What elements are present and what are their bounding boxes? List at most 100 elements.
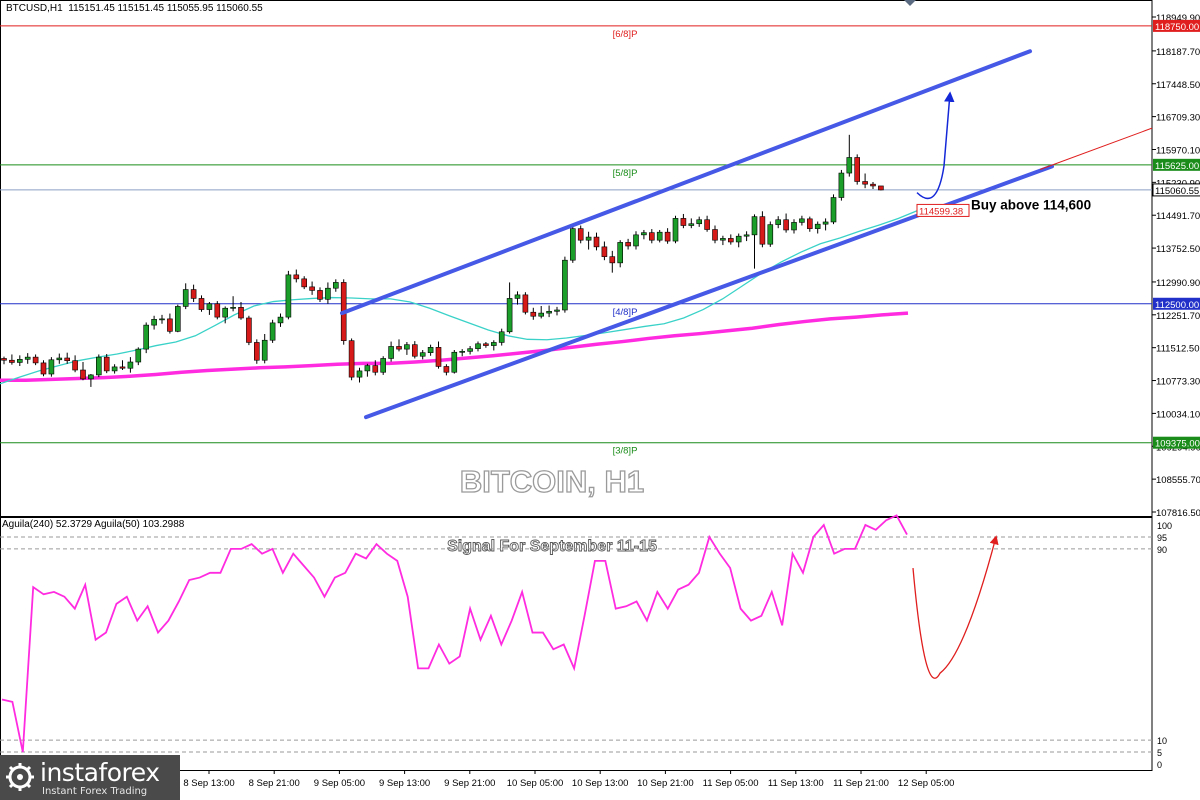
chart-header: BTCUSD,H1 115151.45 115151.45 115055.95 … — [6, 3, 263, 14]
candle-bull — [498, 331, 505, 343]
candle-bull — [356, 370, 363, 378]
candle-bull — [404, 344, 410, 350]
candle-bull — [459, 351, 466, 353]
murrey-level-label: 112500.00 — [1155, 300, 1199, 311]
murrey-level-tag — [1153, 19, 1200, 32]
symbol-label: BTCUSD,H1 — [6, 3, 63, 14]
candle-bear — [214, 303, 221, 318]
candle-bear — [712, 229, 718, 241]
candle-bear — [854, 157, 861, 182]
candle-bull — [775, 219, 782, 225]
logo-gear-icon — [6, 763, 34, 791]
murrey-level-tag — [1153, 297, 1200, 310]
candle-bull — [143, 324, 149, 350]
candle-bull — [206, 303, 213, 310]
candle-bull — [277, 316, 284, 324]
instaforex-logo: instaforex Instant Forex Trading — [0, 755, 180, 800]
candle-bull — [656, 231, 663, 241]
candle-bull — [720, 238, 726, 241]
time-tick-label: 10 Sep 05:00 — [507, 778, 564, 789]
candle-bull — [751, 216, 758, 236]
oscillator-tick-label: 100 — [1157, 521, 1172, 531]
candle-bull — [419, 352, 426, 357]
time-tick-label: 8 Sep 13:00 — [183, 778, 234, 789]
candle-bear — [625, 242, 631, 247]
channel-upper-line — [340, 49, 1032, 316]
candle-bull — [24, 356, 31, 360]
candle-bear — [680, 218, 687, 226]
candle-bull — [135, 348, 142, 363]
candle-bull — [735, 235, 742, 243]
candle-bull — [538, 312, 545, 317]
candle-bear — [317, 290, 323, 300]
candle-bull — [641, 232, 647, 236]
candle-bull — [182, 289, 189, 307]
candle-bull — [490, 342, 497, 346]
logo-tagline: Instant Forex Trading — [42, 786, 148, 797]
murrey-level-tag — [1153, 158, 1200, 171]
candle-bull — [672, 218, 679, 242]
candle-bear — [443, 366, 450, 373]
murrey-level-label: 118750.00 — [1155, 22, 1199, 33]
candle-bear — [664, 231, 671, 242]
price-tick-label: 113752.50 — [1156, 244, 1200, 255]
time-tick-label: 9 Sep 13:00 — [379, 778, 430, 789]
candle-bear — [119, 366, 126, 369]
candle-bear — [522, 294, 529, 313]
candle-bull — [546, 311, 552, 314]
time-tick-label: 9 Sep 05:00 — [314, 778, 365, 789]
candle-bull — [554, 309, 560, 312]
candle-bull — [569, 228, 576, 261]
candle-bull — [830, 197, 837, 223]
candle-bear — [190, 289, 197, 299]
price-pane-frame — [0, 0, 1153, 517]
candle-bear — [254, 342, 260, 361]
candle-bull — [514, 294, 521, 299]
candle-bull — [475, 343, 481, 349]
candle-bear — [870, 183, 876, 187]
candle-bear — [783, 219, 789, 231]
murrey-level-tag — [1153, 436, 1200, 449]
price-tick-label: 116709.30 — [1156, 113, 1200, 124]
murrey-level-name: [3/8]P — [613, 446, 638, 457]
oscillator-tick-label: 5 — [1157, 748, 1162, 758]
ohlc-values: 115151.45 115151.45 115055.95 115060.55 — [68, 3, 263, 14]
candle-bear — [704, 219, 710, 230]
candle-bull — [325, 287, 331, 300]
price-tick-label: 111512.50 — [1156, 344, 1200, 355]
candle-bull — [364, 365, 371, 372]
candle-bear — [80, 369, 86, 380]
candle-bear — [577, 228, 584, 241]
candle-bull — [127, 361, 134, 369]
candle-bear — [648, 232, 655, 241]
time-tick-label: 10 Sep 13:00 — [572, 778, 629, 789]
candle-bull — [96, 356, 102, 376]
candle-bull — [332, 282, 339, 289]
candle-bear — [862, 181, 868, 185]
candle-bull — [791, 222, 797, 231]
candle-bull — [799, 218, 805, 223]
oscillator-tick-label: 90 — [1157, 545, 1167, 555]
candle-bull — [822, 221, 829, 225]
murrey-level-name: [6/8]P — [613, 29, 638, 40]
price-tick-label: 117448.50 — [1156, 80, 1200, 91]
murrey-level-name: [4/8]P — [613, 307, 638, 318]
logo-name: instaforex — [40, 758, 160, 787]
indicator-header: Aguila(240) 52.3729 Aguila(50) 103.2988 — [2, 519, 185, 530]
candle-bull — [230, 307, 236, 309]
current-price-label: 115060.55 — [1155, 186, 1199, 197]
candle-bull — [151, 319, 157, 326]
candle-bear — [40, 362, 47, 375]
price-tick-label: 115970.10 — [1156, 145, 1200, 156]
candle-bull — [743, 234, 750, 237]
oscillator-axis-ticks: 100 95 90 10 5 0 — [0, 521, 1172, 770]
oscillator-tick-label: 10 — [1157, 736, 1167, 746]
candle-bull — [175, 306, 181, 332]
candle-bear — [238, 307, 244, 319]
candle-bear — [435, 347, 442, 367]
murrey-level-name: [5/8]P — [613, 168, 638, 179]
candle-bear — [609, 256, 616, 264]
candle-bull — [506, 298, 513, 333]
chart-watermark: BITCOIN, H1 — [460, 464, 644, 499]
